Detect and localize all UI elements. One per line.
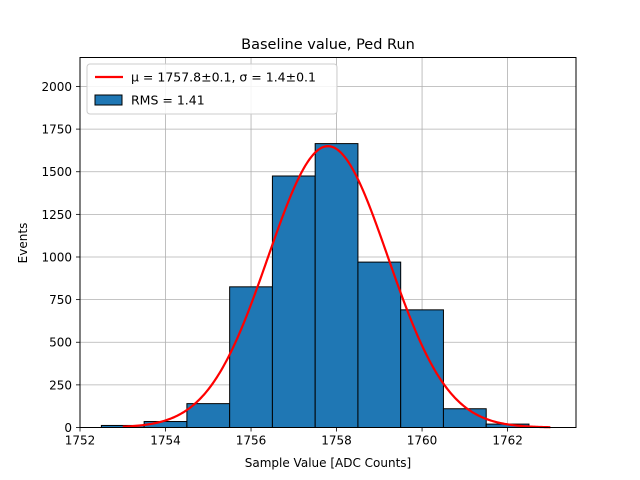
x-tick-label: 1754 — [150, 434, 181, 448]
x-tick-label: 1762 — [492, 434, 523, 448]
y-tick-label: 250 — [49, 378, 72, 392]
y-tick-label: 0 — [64, 421, 72, 435]
fit-curve — [122, 145, 551, 429]
y-axis-ticks: 0 250 500 750 1000 1250 1500 1750 2000 — [41, 80, 80, 435]
y-axis-label: Events — [16, 223, 30, 264]
legend-fit-label: μ = 1757.8±0.1, σ = 1.4±0.1 — [131, 70, 316, 85]
x-tick-label: 1760 — [407, 434, 438, 448]
histogram-bars — [100, 143, 530, 429]
histogram-bar — [186, 403, 231, 428]
legend-histogram-label: RMS = 1.41 — [131, 93, 205, 108]
x-axis-label: Sample Value [ADC Counts] — [245, 456, 411, 470]
x-tick-label: 1758 — [321, 434, 352, 448]
histogram-bar — [357, 261, 402, 429]
y-tick-label: 750 — [49, 293, 72, 307]
legend-histogram-swatch — [94, 94, 123, 106]
histogram-bar — [442, 408, 487, 428]
y-tick-label: 2000 — [41, 80, 72, 94]
legend: μ = 1757.8±0.1, σ = 1.4±0.1 RMS = 1.41 — [86, 63, 338, 115]
x-tick-label: 1752 — [65, 434, 96, 448]
x-tick-label: 1756 — [236, 434, 267, 448]
y-tick-label: 1000 — [41, 250, 72, 264]
legend-frame — [86, 63, 338, 115]
histogram-bar — [400, 309, 444, 428]
chart-title: Baseline value, Ped Run — [241, 37, 415, 53]
x-axis-ticks: 1752 1754 1756 1758 1760 1762 — [65, 427, 523, 448]
histogram-bar — [229, 286, 273, 428]
plot-frame — [79, 57, 577, 428]
y-tick-label: 1750 — [41, 123, 72, 137]
histogram-bar — [271, 175, 316, 428]
y-tick-label: 1500 — [41, 165, 72, 179]
histogram-bar — [314, 143, 359, 428]
y-tick-label: 1250 — [41, 208, 72, 222]
y-tick-label: 500 — [49, 336, 72, 350]
